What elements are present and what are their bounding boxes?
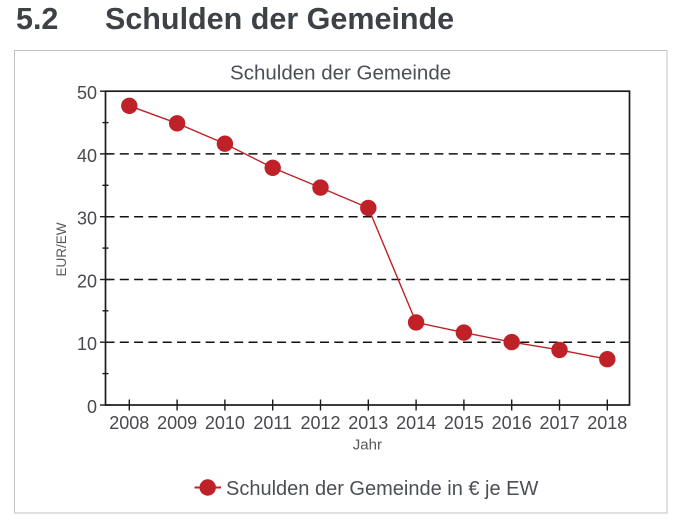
- svg-text:5.2: 5.2: [16, 2, 58, 36]
- svg-text:Schulden der Gemeinde in € je: Schulden der Gemeinde in € je EW: [226, 478, 539, 500]
- svg-text:2008: 2008: [109, 413, 149, 433]
- svg-text:2016: 2016: [492, 413, 532, 433]
- svg-text:2017: 2017: [539, 413, 579, 433]
- svg-text:20: 20: [77, 272, 97, 292]
- svg-text:2015: 2015: [444, 413, 484, 433]
- svg-text:2011: 2011: [253, 413, 292, 433]
- svg-text:Schulden der Gemeinde: Schulden der Gemeinde: [105, 2, 454, 36]
- svg-text:50: 50: [77, 83, 97, 103]
- svg-text:2012: 2012: [300, 413, 340, 433]
- svg-text:Jahr: Jahr: [353, 437, 382, 454]
- svg-text:2013: 2013: [348, 413, 388, 433]
- svg-text:2010: 2010: [205, 413, 245, 433]
- svg-text:2018: 2018: [587, 413, 627, 433]
- svg-text:10: 10: [77, 334, 97, 354]
- svg-text:0: 0: [87, 397, 97, 417]
- svg-text:40: 40: [77, 146, 97, 166]
- svg-text:2009: 2009: [157, 413, 197, 433]
- svg-text:2014: 2014: [396, 413, 436, 433]
- svg-text:EUR/EW: EUR/EW: [54, 222, 69, 276]
- svg-text:Schulden der Gemeinde: Schulden der Gemeinde: [230, 62, 451, 85]
- svg-text:30: 30: [77, 209, 97, 229]
